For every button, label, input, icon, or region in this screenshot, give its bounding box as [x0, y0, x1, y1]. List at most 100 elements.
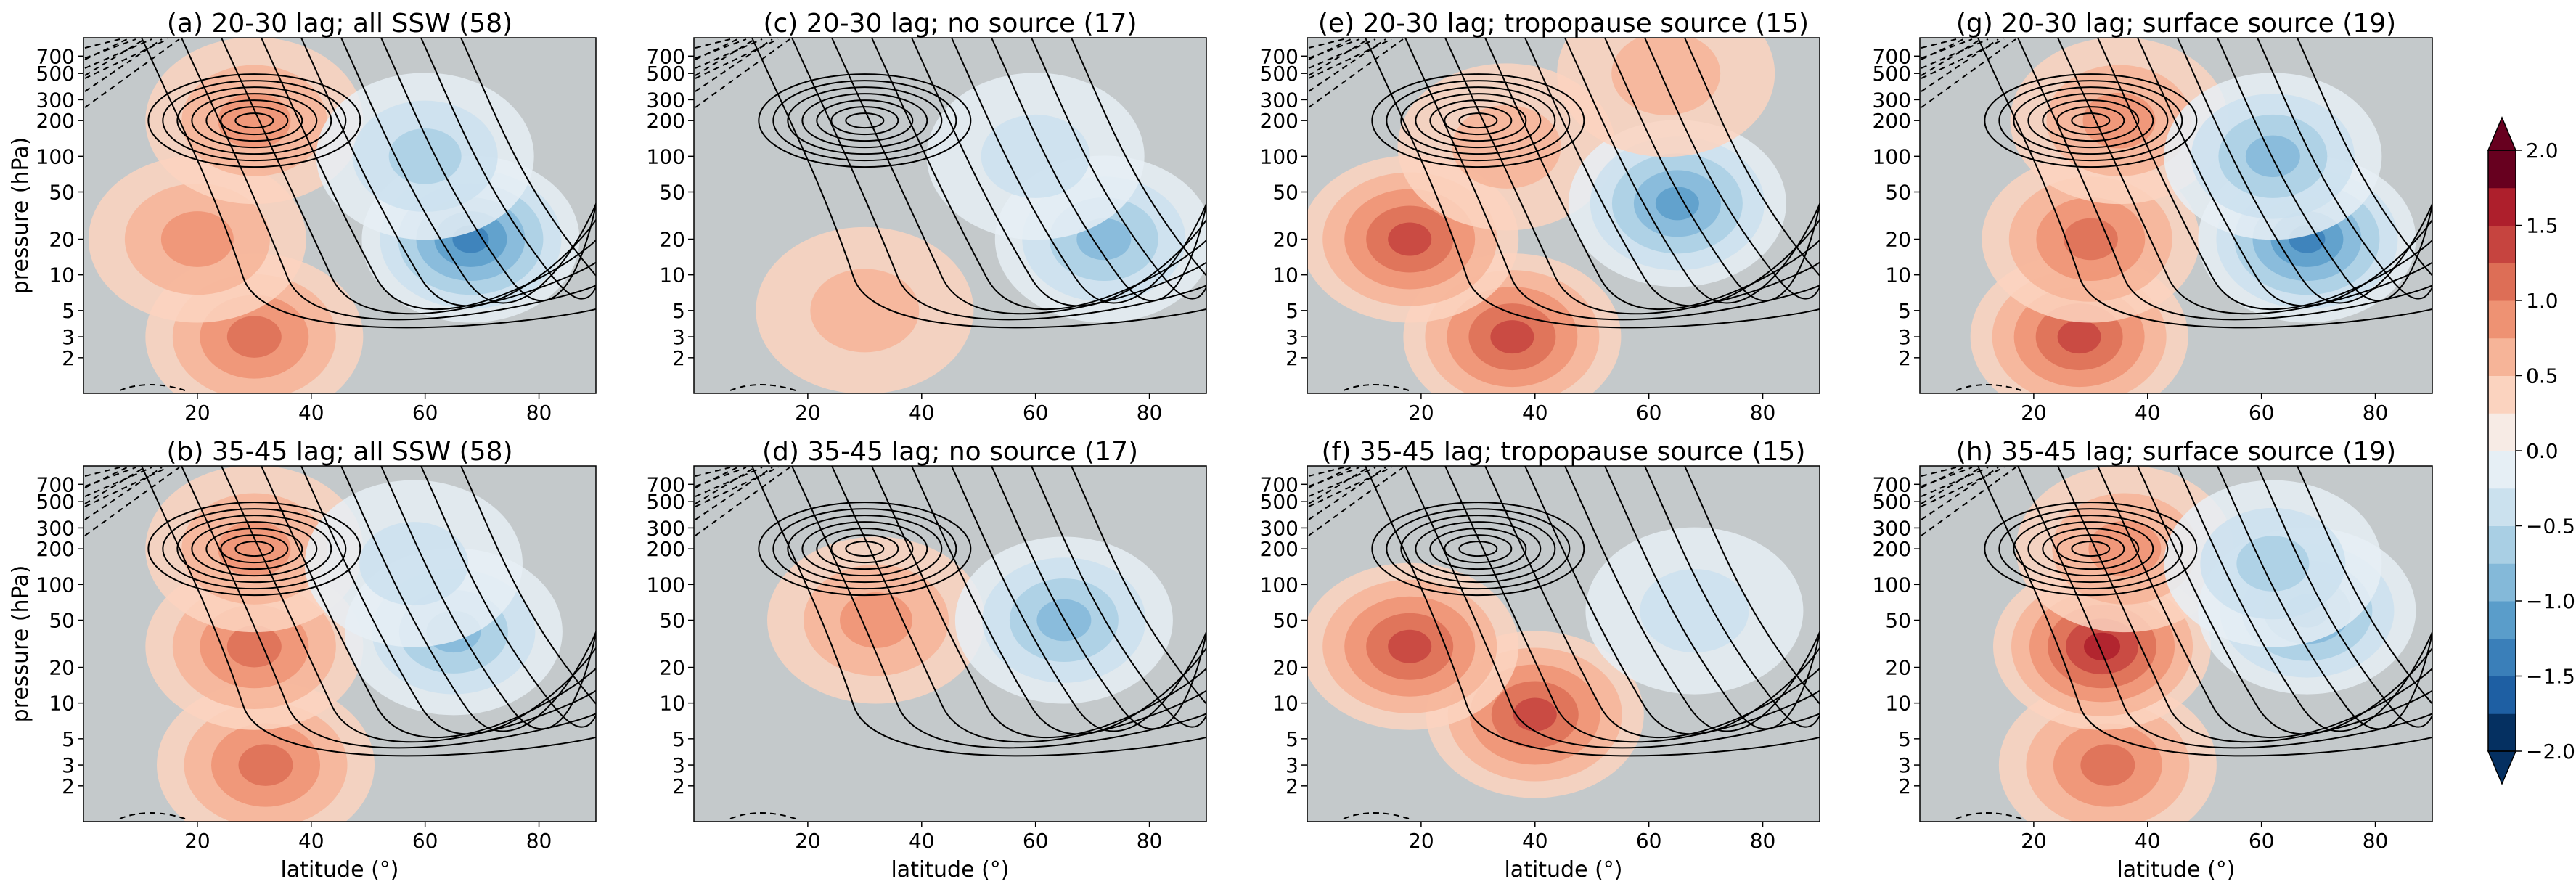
easterly-contour	[695, 38, 790, 108]
panel-title: (h) 35-45 lag; surface source (19)	[1956, 437, 2396, 467]
easterly-contour	[1308, 38, 1404, 108]
jet-contour	[1400, 86, 1556, 155]
y-tick-label: 10	[49, 692, 75, 716]
vortex-contour	[2057, 38, 2432, 315]
anomaly-feature-1	[2084, 632, 2121, 660]
anomaly-feature-2	[981, 114, 1090, 198]
jet-contour	[191, 521, 318, 577]
vortex-contour	[1644, 38, 1820, 300]
y-tick-label: 700	[36, 472, 75, 496]
colorbar-tick-label: −2.0	[2526, 740, 2575, 764]
x-axis-label: latitude (°)	[280, 857, 398, 883]
y-tick-label: 500	[36, 62, 75, 86]
y-tick-label: 100	[647, 144, 685, 168]
y-tick-label: 500	[1873, 62, 1911, 86]
easterly-contour	[84, 467, 145, 504]
y-axis-label: pressure (hPa)	[8, 565, 33, 723]
vortex-contour	[460, 38, 596, 277]
x-axis-label: latitude (°)	[1504, 857, 1622, 883]
x-tick-label: 80	[2363, 401, 2389, 425]
jet-contour	[1429, 528, 1527, 570]
panel-h: (h) 35-45 lag; surface source (19) 20 40 60…	[1873, 437, 2433, 883]
jet-contour	[758, 502, 972, 597]
jet-contour	[2013, 86, 2169, 155]
easterly-contour	[695, 467, 790, 536]
easterly-contour-lower	[119, 384, 186, 391]
y-tick-label: 300	[647, 88, 685, 112]
x-tick-label: 40	[2135, 401, 2161, 425]
anomaly-feature-0	[226, 316, 282, 358]
y-tick-label: 100	[1873, 144, 1911, 168]
colorbar: 2.0 1.5 1.0 0.5 0.0 −0.5 −1.0 −1.5 −2.0	[2487, 116, 2575, 785]
x-tick-label: 80	[526, 829, 552, 853]
y-tick-label: 100	[36, 573, 75, 597]
jet-contour	[787, 515, 943, 584]
vortex-contour	[1071, 466, 1206, 705]
vortex-contour	[1564, 466, 1820, 732]
y-tick-label: 20	[1272, 655, 1299, 679]
panel-g: (g) 20-30 lag; surface source (19) 20 40 60…	[1873, 9, 2433, 425]
y-tick-label: 20	[1885, 227, 1911, 251]
easterly-contour-lower	[729, 812, 796, 819]
vortex-contour	[751, 38, 1206, 329]
vortex-contour	[380, 38, 596, 302]
y-tick-label: 5	[1898, 299, 1911, 323]
anomaly-feature-4	[388, 128, 462, 184]
jet-contour	[801, 521, 928, 577]
jet-contour	[2056, 534, 2125, 564]
y-tick-label: 10	[1272, 692, 1299, 716]
jet-contour	[772, 80, 957, 162]
y-tick-label: 200	[1260, 537, 1299, 561]
y-tick-label: 200	[1873, 537, 1911, 561]
vortex-contour	[951, 38, 1206, 304]
x-tick-label: 40	[909, 401, 935, 425]
easterly-contour	[1308, 38, 1386, 92]
easterly-contour	[1921, 467, 1982, 504]
panel-c: (c) 20-30 lag; no source (17)20 40 60 80235…	[647, 9, 1207, 425]
panel-title: (d) 35-45 lag; no source (17)	[762, 437, 1138, 467]
colorbar-extend-min	[2487, 750, 2517, 785]
y-tick-label: 50	[659, 181, 685, 205]
colorbar-tick-label: 0.5	[2526, 364, 2559, 388]
y-tick-label: 500	[1260, 490, 1299, 514]
axes-frame	[1307, 465, 1820, 822]
y-tick-label: 3	[672, 753, 685, 777]
vortex-contour	[1071, 38, 1206, 277]
vortex-contour	[2097, 38, 2432, 311]
jet-contour	[1371, 73, 1585, 168]
y-tick-label: 20	[49, 655, 75, 679]
x-tick-label: 20	[795, 401, 821, 425]
vortex-contour	[2257, 38, 2432, 300]
colorbar-segment	[2488, 150, 2516, 189]
y-tick-label: 2	[1285, 774, 1299, 798]
y-tick-label: 300	[647, 516, 685, 540]
panel-d: (d) 35-45 lag; no source (17)20 40 60 80235…	[647, 437, 1207, 883]
easterly-contour	[1921, 38, 1964, 60]
anomaly-feature-0	[1513, 697, 1557, 732]
anomaly-feature-1	[160, 211, 234, 267]
easterly-contour-lower	[1343, 812, 1410, 819]
easterly-contour-lower	[1955, 812, 2022, 819]
vortex-contour	[1031, 38, 1206, 300]
jet-contour	[1458, 541, 1498, 557]
jet-contour	[816, 528, 914, 570]
y-tick-label: 2	[1898, 774, 1911, 798]
vortex-contour	[871, 38, 1206, 311]
vortex-contour	[1684, 38, 1820, 277]
axes-frame	[693, 37, 1207, 394]
x-tick-label: 80	[526, 401, 552, 425]
x-axis-label: latitude (°)	[2117, 857, 2235, 883]
jet-contour	[191, 93, 318, 149]
vortex-contour	[1977, 38, 2432, 329]
x-tick-label: 20	[1408, 829, 1434, 853]
anomaly-feature-4	[1611, 38, 1721, 115]
vortex-contour	[420, 38, 596, 300]
easterly-contour	[695, 38, 738, 60]
easterly-contour	[1921, 467, 1999, 520]
colorbar-segment	[2488, 337, 2516, 376]
jet-contour	[1386, 508, 1571, 590]
y-tick-label: 3	[1285, 753, 1299, 777]
vortex-contour	[2257, 466, 2432, 728]
x-tick-label: 20	[2021, 829, 2047, 853]
